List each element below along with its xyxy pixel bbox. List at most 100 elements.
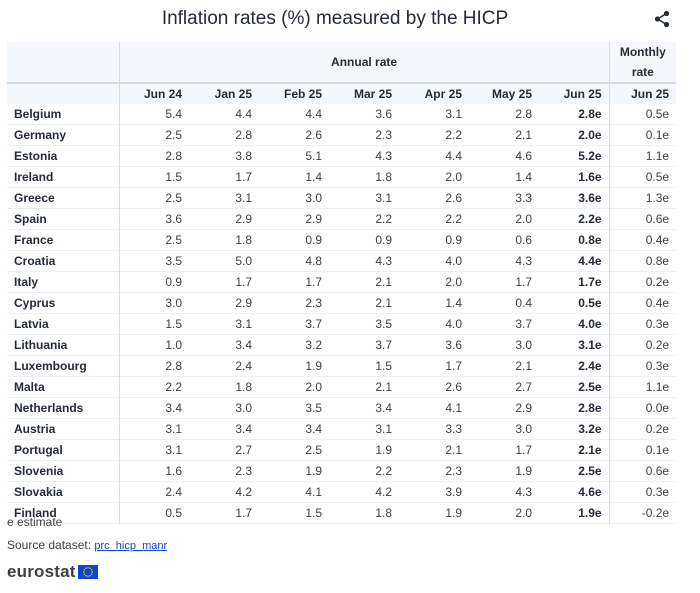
monthly-rate-cell: 1.1e	[645, 149, 670, 163]
column-header: Jun 25	[539, 82, 610, 104]
annual-rate-cell: 1.9	[515, 464, 532, 478]
annual-rate-cell: 0.8e	[539, 229, 610, 251]
annual-rate-cell: 1.7e	[539, 271, 610, 293]
annual-rate-cell: 1.5	[305, 506, 322, 520]
monthly-rate-cell: 0.1e	[645, 443, 670, 457]
country-cell: Austria	[7, 418, 120, 440]
table-row: Italy 0.9 1.7 1.7 2.1 2.0 1.7 1.7e 0.2e	[7, 271, 677, 293]
annual-rate-cell: 1.8	[375, 506, 392, 520]
annual-rate-cell: 2.5	[165, 191, 182, 205]
annual-rate-cell: 2.9	[515, 401, 532, 415]
annual-rate-cell: 2.1	[375, 380, 392, 394]
monthly-rate-header: Monthly rate	[609, 42, 677, 83]
annual-rate-cell: 1.8	[235, 380, 252, 394]
table-row: Ireland 1.5 1.7 1.4 1.8 2.0 1.4 1.6e 0.5e	[7, 166, 677, 188]
annual-rate-cell: 2.1	[375, 275, 392, 289]
source-label: Source dataset:	[7, 538, 92, 552]
annual-rate-cell: 2.5	[305, 443, 322, 457]
annual-rate-cell: 3.5	[165, 254, 182, 268]
country-cell: Croatia	[7, 250, 120, 272]
annual-rate-cell: 3.1e	[539, 334, 610, 356]
annual-rate-cell: 1.9e	[539, 502, 610, 524]
annual-rate-cell: 4.6e	[539, 481, 610, 503]
annual-rate-cell: 5.2e	[539, 145, 610, 167]
country-cell: Finland	[7, 502, 120, 524]
annual-rate-cell: 4.0	[445, 317, 462, 331]
table-row: Spain 3.6 2.9 2.9 2.2 2.2 2.0 2.2e 0.6e	[7, 208, 677, 230]
annual-rate-cell: 0.9	[305, 233, 322, 247]
annual-rate-cell: 2.1e	[539, 439, 610, 461]
column-header: Jun 24	[119, 82, 189, 104]
annual-rate-cell: 1.9	[305, 359, 322, 373]
annual-rate-cell: 3.7	[515, 317, 532, 331]
source-dataset-link[interactable]: prc_hicp_manr	[94, 540, 168, 552]
annual-rate-cell: 2.1	[515, 128, 532, 142]
annual-rate-cell: 4.1	[445, 401, 462, 415]
annual-rate-cell: 2.1	[375, 296, 392, 310]
annual-rate-cell: 3.6	[165, 212, 182, 226]
monthly-rate-cell: 1.1e	[645, 380, 670, 394]
annual-rate-cell: 2.5e	[539, 376, 610, 398]
monthly-rate-cell: 0.3e	[645, 359, 670, 373]
annual-rate-cell: 0.9	[165, 275, 182, 289]
inflation-table: Annual rate Monthly rate Jun 24 Jan 25 F…	[7, 42, 677, 524]
table-row: Slovakia 2.4 4.2 4.1 4.2 3.9 4.3 4.6e 0.3e	[7, 481, 677, 503]
annual-rate-cell: 1.0	[165, 338, 182, 352]
country-cell: Estonia	[7, 145, 120, 167]
annual-rate-cell: 3.0	[305, 191, 322, 205]
annual-rate-cell: 4.3	[375, 149, 392, 163]
flag-star	[83, 573, 85, 575]
annual-rate-cell: 2.6	[305, 128, 322, 142]
annual-rate-cell: 4.3	[375, 254, 392, 268]
monthly-rate-cell: 0.5e	[645, 170, 670, 184]
annual-rate-cell: 4.3	[515, 254, 532, 268]
annual-rate-cell: 0.9	[445, 233, 462, 247]
country-cell: Greece	[7, 187, 120, 209]
annual-rate-cell: 1.4	[515, 170, 532, 184]
annual-rate-cell: 3.0	[515, 422, 532, 436]
country-cell: Ireland	[7, 166, 120, 188]
annual-rate-cell: 3.6e	[539, 187, 610, 209]
monthly-rate-cell: 0.3e	[645, 485, 670, 499]
source-dataset: Source dataset: prc_hicp_manr	[7, 538, 167, 552]
annual-rate-cell: 3.9	[445, 485, 462, 499]
annual-rate-cell: 1.7	[235, 506, 252, 520]
annual-rate-cell: 2.7	[515, 380, 532, 394]
annual-rate-cell: 2.8	[165, 359, 182, 373]
monthly-rate-cell: 0.6e	[645, 464, 670, 478]
flag-star	[91, 571, 93, 573]
annual-rate-cell: 4.6	[515, 149, 532, 163]
country-cell: Latvia	[7, 313, 120, 335]
annual-rate-cell: 4.2	[235, 485, 252, 499]
annual-rate-cell: 4.0e	[539, 313, 610, 335]
share-icon[interactable]	[652, 9, 672, 29]
country-cell: France	[7, 229, 120, 251]
annual-rate-cell: 3.0	[165, 296, 182, 310]
annual-rate-cell: 1.7	[305, 275, 322, 289]
annual-rate-cell: 3.3	[515, 191, 532, 205]
monthly-rate-cell: 0.5e	[645, 107, 670, 121]
annual-rate-cell: 2.6	[445, 191, 462, 205]
annual-rate-cell: 3.1	[235, 317, 252, 331]
column-header: Jan 25	[189, 82, 259, 104]
annual-rate-cell: 2.0	[305, 380, 322, 394]
table-row: Croatia 3.5 5.0 4.8 4.3 4.0 4.3 4.4e 0.8e	[7, 250, 677, 272]
table-row: Slovenia 1.6 2.3 1.9 2.2 2.3 1.9 2.5e 0.6e	[7, 460, 677, 482]
monthly-rate-cell: 0.3e	[645, 317, 670, 331]
monthly-rate-cell: 0.2e	[645, 422, 670, 436]
annual-rate-cell: 2.2	[375, 464, 392, 478]
flag-star	[86, 575, 89, 577]
monthly-rate-cell: 0.0e	[645, 401, 670, 415]
annual-rate-cell: 4.3	[515, 485, 532, 499]
annual-rate-cell: 2.0	[515, 506, 532, 520]
annual-rate-cell: 4.4	[445, 149, 462, 163]
chart-title: Inflation rates (%) measured by the HICP	[161, 8, 509, 29]
annual-rate-cell: 1.6e	[539, 166, 610, 188]
annual-rate-cell: 2.9	[235, 212, 252, 226]
annual-rate-cell: 3.4	[305, 422, 322, 436]
annual-rate-cell: 1.8	[375, 170, 392, 184]
annual-rate-cell: 1.6	[165, 464, 182, 478]
annual-rate-cell: 2.0	[515, 212, 532, 226]
table-row: Cyprus 3.0 2.9 2.3 2.1 1.4 0.4 0.5e 0.4e	[7, 292, 677, 314]
monthly-rate-cell: 0.4e	[645, 296, 670, 310]
